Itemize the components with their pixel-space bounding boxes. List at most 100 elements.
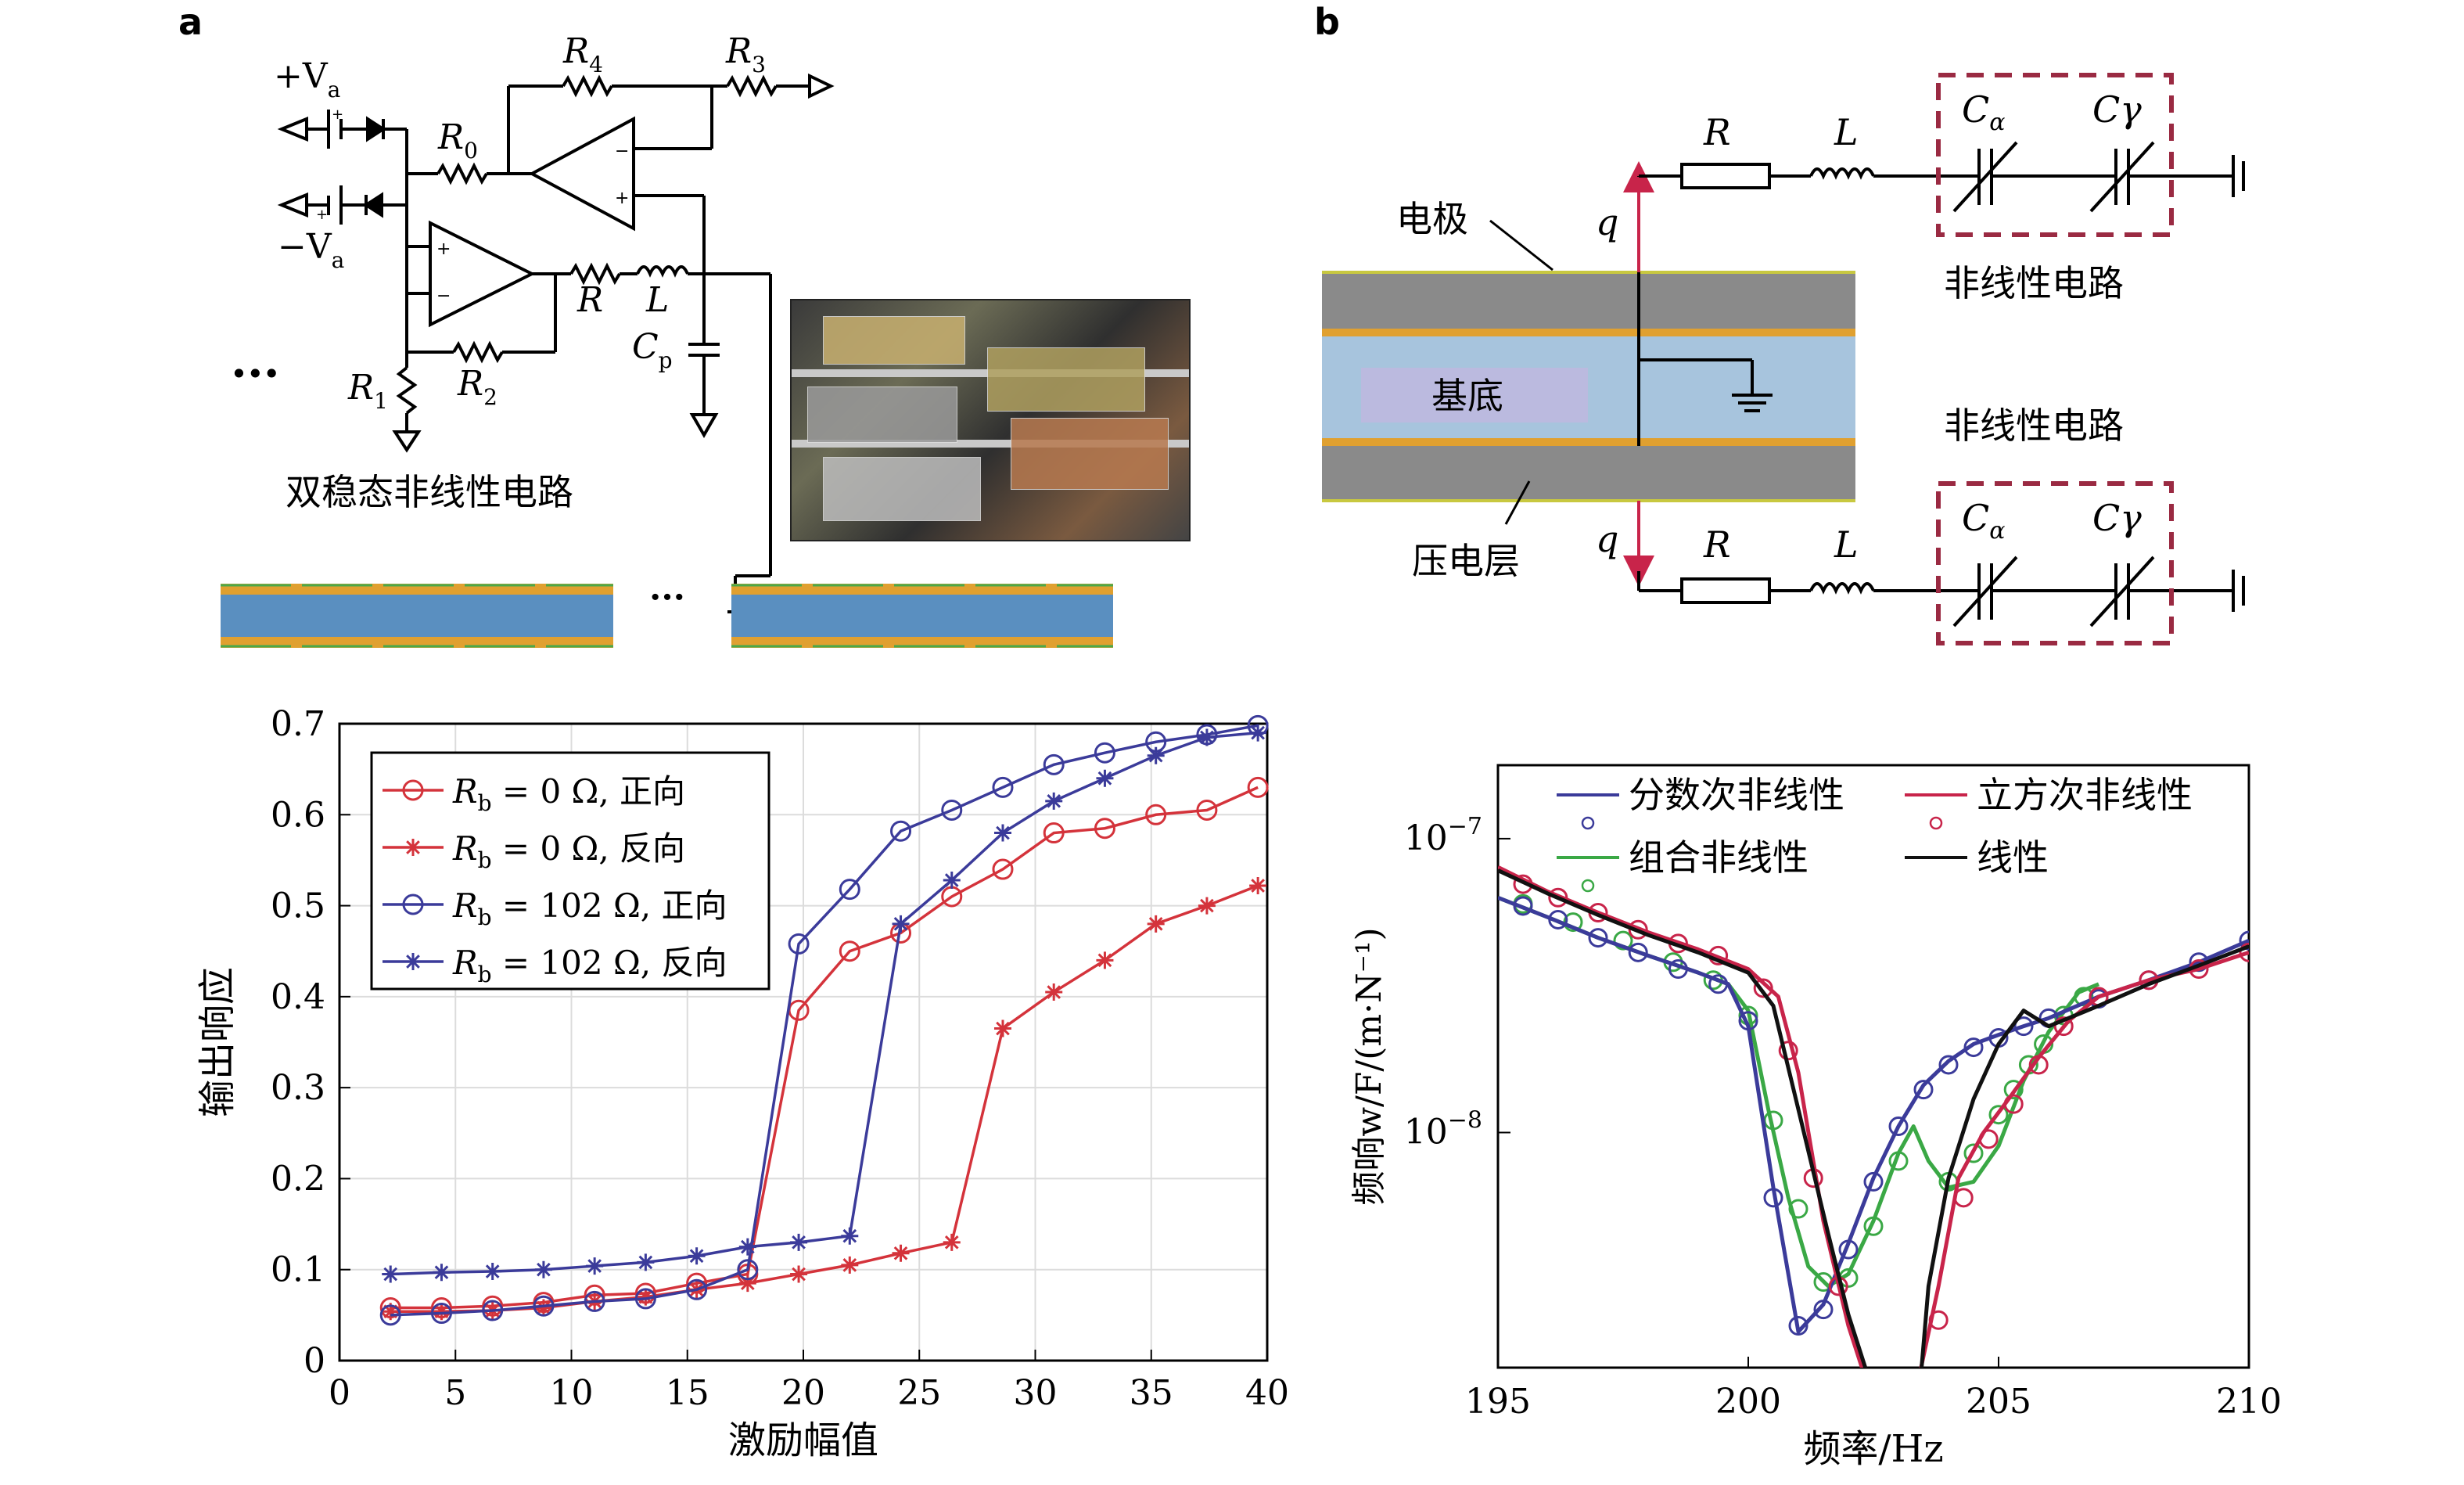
data-point	[1094, 742, 1115, 764]
layered-beam	[1322, 271, 1855, 502]
plot-frame	[338, 722, 1269, 1362]
opamp-signs: − + + − + +	[316, 106, 629, 306]
label-r4: R4	[562, 31, 603, 77]
tick-label-y: 0	[304, 1341, 325, 1381]
label-r: R	[576, 280, 603, 320]
tick-label-y: 0.3	[271, 1068, 325, 1108]
data-point	[943, 1233, 961, 1251]
label-c-alpha-bottom: Cα	[1962, 497, 2005, 545]
data-point	[382, 1303, 400, 1321]
data-point	[584, 1290, 605, 1312]
legend-label: Rb = 0 Ω, 反向	[452, 829, 685, 873]
series-1	[1498, 865, 2249, 1368]
tick-label-x: 40	[1245, 1373, 1289, 1413]
tick-label-y: 0.6	[271, 795, 325, 835]
y-axis-label: 频响w/F/(m·N⁻¹)	[1349, 927, 1389, 1205]
label-r-bottom: R	[1703, 523, 1731, 566]
data-point	[1096, 769, 1114, 787]
data-point	[1043, 822, 1065, 844]
series-line	[1498, 895, 2099, 1289]
data-point	[482, 1300, 504, 1321]
label-electrode: 电极	[1396, 198, 1468, 240]
data-point	[738, 1275, 756, 1293]
label-l: L	[645, 280, 669, 320]
label-c-alpha-top: Cα	[1962, 88, 2005, 136]
bottom-circuit	[1623, 481, 2245, 645]
legend-label: 线性	[1977, 836, 2049, 879]
data-point	[1963, 1143, 1984, 1163]
label-r0: R0	[437, 117, 478, 164]
data-point	[1198, 897, 1216, 915]
data-point	[992, 776, 1014, 798]
label-q-bottom: q	[1596, 518, 1618, 560]
data-point	[533, 1295, 555, 1317]
data-point	[1045, 983, 1063, 1001]
data-point	[1043, 753, 1065, 775]
series-3	[1498, 868, 2249, 1368]
panel-a-label: a	[178, 1, 203, 43]
legend-marker	[402, 894, 424, 915]
schematic-labels: 电极 基底 压电层 非线性电路 非线性电路 q q R L R L Cα Cγ …	[1396, 88, 2142, 582]
data-point	[686, 1278, 708, 1300]
panel-b-label: b	[1314, 1, 1340, 43]
tick-label-y: 0.2	[271, 1159, 325, 1199]
tick-label-x: 30	[1014, 1373, 1058, 1413]
data-point	[2013, 1016, 2034, 1037]
data-point	[737, 1259, 759, 1281]
bistable-circuit	[277, 73, 835, 618]
data-point	[790, 1265, 808, 1283]
panel-b: b	[1314, 1, 2245, 645]
data-point	[483, 1263, 501, 1281]
series-3	[382, 724, 1267, 1283]
data-point	[1613, 930, 1633, 951]
data-point	[430, 1303, 452, 1325]
legend-marker	[402, 779, 424, 801]
label-c-gamma-top: Cγ	[2092, 88, 2142, 131]
circuit-labels: +Va −Va R0 R4 R3 R L Cp R1 R2	[274, 31, 766, 414]
inner-ground	[1637, 272, 1773, 446]
circuit-title: 双稳态非线性电路	[286, 471, 573, 513]
data-point	[1249, 724, 1267, 742]
chart-output-response: 0 5 10 15 20 25 30 35 40 0 0.1 0.2 0.3 0.4 0.5 0.6 0.7 激励…	[196, 704, 1289, 1462]
tick-label-x: 20	[781, 1373, 825, 1413]
tick-label-x: 200	[1715, 1382, 1781, 1422]
legend-label: 分数次非线性	[1629, 774, 1844, 816]
tick-label-x: 195	[1465, 1382, 1531, 1422]
data-point	[688, 1247, 706, 1265]
svg-text:+: +	[316, 207, 328, 223]
data-point	[1096, 951, 1114, 969]
pointer-lines	[1489, 219, 1553, 525]
legend-label: Rb = 102 Ω, 正向	[452, 886, 727, 930]
tick-label-y: 0.5	[271, 886, 325, 926]
svg-text:−: −	[436, 286, 451, 306]
label-r1: R1	[347, 368, 388, 414]
data-point	[943, 872, 961, 890]
legend-marker	[1581, 879, 1595, 893]
series-line	[1498, 895, 2249, 1334]
data-point	[1147, 915, 1165, 933]
data-point	[433, 1303, 451, 1321]
data-point	[839, 879, 860, 901]
tick-label-x: 35	[1130, 1373, 1173, 1413]
data-point	[841, 1227, 859, 1245]
plot-frame	[1496, 764, 2250, 1369]
label-cp: Cp	[632, 327, 673, 373]
tick-label-y: 0.7	[271, 704, 325, 744]
series-line	[1498, 865, 2249, 1368]
data-point	[382, 1265, 400, 1283]
label-plus-va: +Va	[274, 56, 340, 102]
series-line	[1498, 868, 2249, 1368]
data-point	[2239, 942, 2249, 962]
data-point	[993, 1019, 1011, 1037]
data-point	[1588, 928, 1608, 948]
data-point	[1863, 1171, 1884, 1192]
data-point	[892, 915, 910, 933]
data-point	[1247, 776, 1269, 798]
legend-label: Rb = 102 Ω, 反向	[452, 944, 727, 987]
label-r3: R3	[725, 31, 766, 77]
label-minus-va: −Va	[278, 227, 344, 273]
data-point	[1196, 799, 1218, 821]
label-substrate: 基底	[1431, 375, 1503, 417]
legend-marker	[1929, 816, 1943, 830]
